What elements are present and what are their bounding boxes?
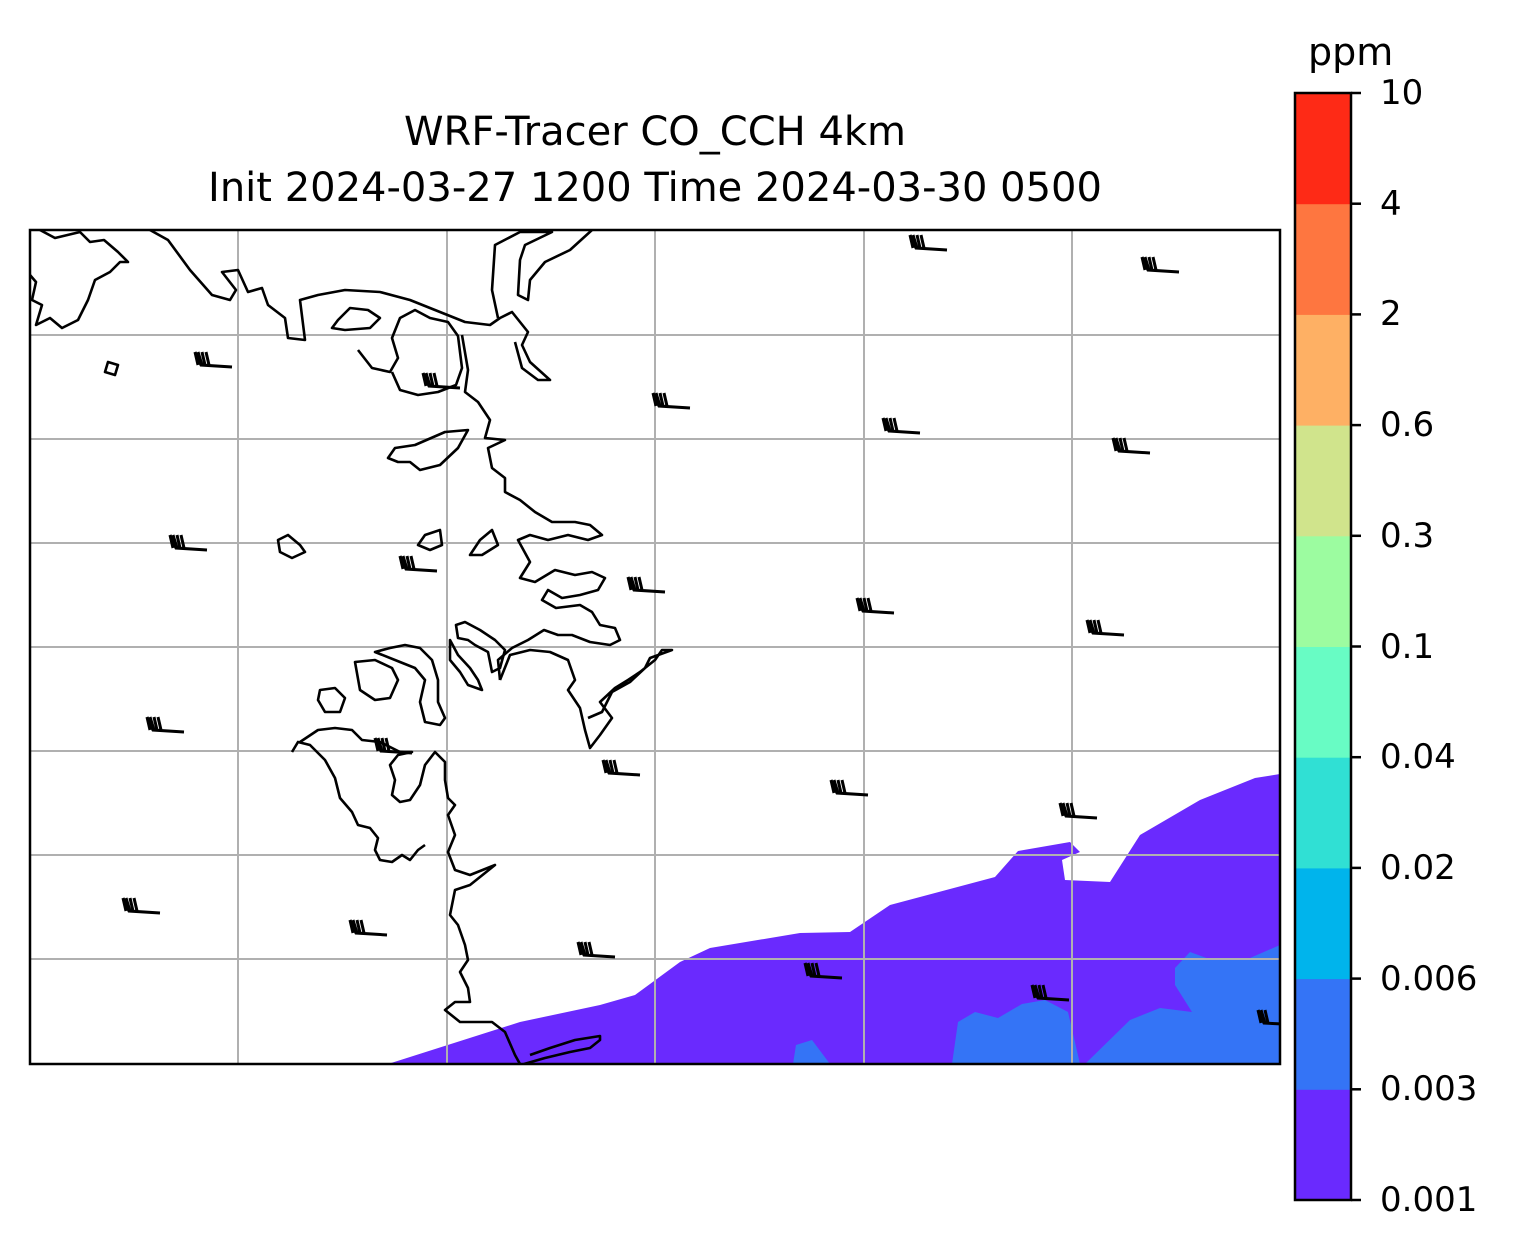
colorbar-tick-label: 0.6 <box>1380 405 1435 446</box>
colorbar-band <box>1295 203 1351 315</box>
wind-barb-icon <box>193 351 233 369</box>
wind-barb-icon <box>1111 437 1151 455</box>
colorbar-band <box>1295 93 1351 205</box>
colorbar-tick-label: 0.001 <box>1380 1180 1478 1220</box>
wind-barb-icon <box>373 737 413 755</box>
tracer-region-0.003-a <box>1085 945 1280 1064</box>
colorbar-band <box>1295 646 1351 758</box>
wind-barb-icon <box>803 962 843 980</box>
colorbar-tick-label: 0.02 <box>1380 847 1456 888</box>
graticule <box>30 230 1280 1064</box>
colorbar-frame <box>1293 91 1353 1202</box>
wind-barb-icon <box>1256 1009 1280 1026</box>
chart-title-line2: Init 2024-03-27 1200 Time 2024-03-30 050… <box>208 165 1102 211</box>
tracer-region-0.001 <box>388 774 1280 1064</box>
wind-barb-icon <box>145 716 185 734</box>
wind-barb-icon <box>348 919 388 937</box>
wind-barb-icon <box>651 392 691 410</box>
colorbar-tick-label: 0.3 <box>1380 515 1435 556</box>
colorbar <box>1295 91 1361 1202</box>
colorbar-band <box>1295 978 1351 1090</box>
coastlines <box>30 230 674 1064</box>
tracer-region-0.003-b <box>952 1000 1080 1064</box>
colorbar-band <box>1295 425 1351 537</box>
chart-title-line1: WRF-Tracer CO_CCH 4km <box>403 109 907 155</box>
colorbar-tick-label: 2 <box>1380 294 1402 335</box>
wind-barb-icon <box>626 576 666 594</box>
colorbar-band <box>1295 535 1351 647</box>
colorbar-band <box>1295 314 1351 426</box>
tracer-region-0.003-c <box>793 1040 830 1064</box>
wind-barb-icon <box>855 597 895 615</box>
colorbar-tick-label: 10 <box>1380 73 1424 113</box>
wind-barb-icon <box>421 372 461 390</box>
wind-barb-icon <box>1058 802 1098 820</box>
wind-barb-icon <box>908 234 948 252</box>
colorbar-band <box>1295 757 1351 869</box>
colorbar-band <box>1295 867 1351 980</box>
wind-barb-icon <box>576 941 616 959</box>
colorbar-tick-label: 0.1 <box>1380 626 1435 667</box>
wind-barb-icon <box>1030 984 1070 1002</box>
map-frame <box>28 228 1282 1066</box>
colorbar-tick-label: 0.003 <box>1380 1069 1478 1110</box>
wind-barb-icon <box>829 779 869 797</box>
wind-barbs <box>121 234 1280 1026</box>
map-area <box>30 230 1280 1064</box>
colorbar-tick-label: 4 <box>1380 183 1402 224</box>
colorbar-band <box>1295 1089 1351 1201</box>
colorbar-unit-label: ppm <box>1308 30 1394 74</box>
wind-barb-icon <box>1085 619 1125 637</box>
wind-barb-icon <box>168 534 208 552</box>
wind-barb-icon <box>601 759 641 777</box>
wind-barb-icon <box>881 417 921 435</box>
wind-barb-icon <box>1140 256 1180 274</box>
colorbar-tick-label: 0.04 <box>1380 737 1456 778</box>
colorbar-tick-label: 0.006 <box>1380 958 1478 999</box>
wind-barb-icon <box>398 555 438 573</box>
wind-barb-icon <box>121 897 161 915</box>
